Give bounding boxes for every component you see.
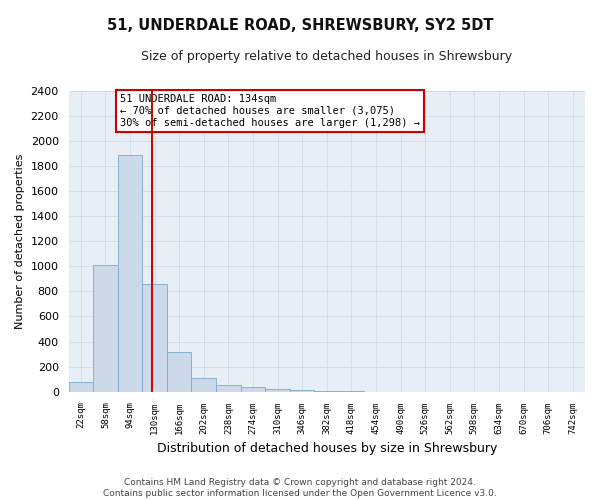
Bar	[216, 386, 241, 392]
Bar	[142, 284, 167, 392]
Bar	[118, 154, 142, 392]
Bar	[93, 265, 118, 392]
X-axis label: Distribution of detached houses by size in Shrewsbury: Distribution of detached houses by size …	[157, 442, 497, 455]
Bar	[191, 378, 216, 392]
Text: 51 UNDERDALE ROAD: 134sqm
← 70% of detached houses are smaller (3,075)
30% of se: 51 UNDERDALE ROAD: 134sqm ← 70% of detac…	[120, 94, 420, 128]
Bar	[241, 386, 265, 392]
Bar	[314, 391, 339, 392]
Bar	[167, 352, 191, 392]
Bar	[265, 388, 290, 392]
Bar	[290, 390, 314, 392]
Title: Size of property relative to detached houses in Shrewsbury: Size of property relative to detached ho…	[141, 50, 512, 63]
Y-axis label: Number of detached properties: Number of detached properties	[15, 154, 25, 329]
Text: 51, UNDERDALE ROAD, SHREWSBURY, SY2 5DT: 51, UNDERDALE ROAD, SHREWSBURY, SY2 5DT	[107, 18, 493, 32]
Text: Contains HM Land Registry data © Crown copyright and database right 2024.
Contai: Contains HM Land Registry data © Crown c…	[103, 478, 497, 498]
Bar	[68, 382, 93, 392]
